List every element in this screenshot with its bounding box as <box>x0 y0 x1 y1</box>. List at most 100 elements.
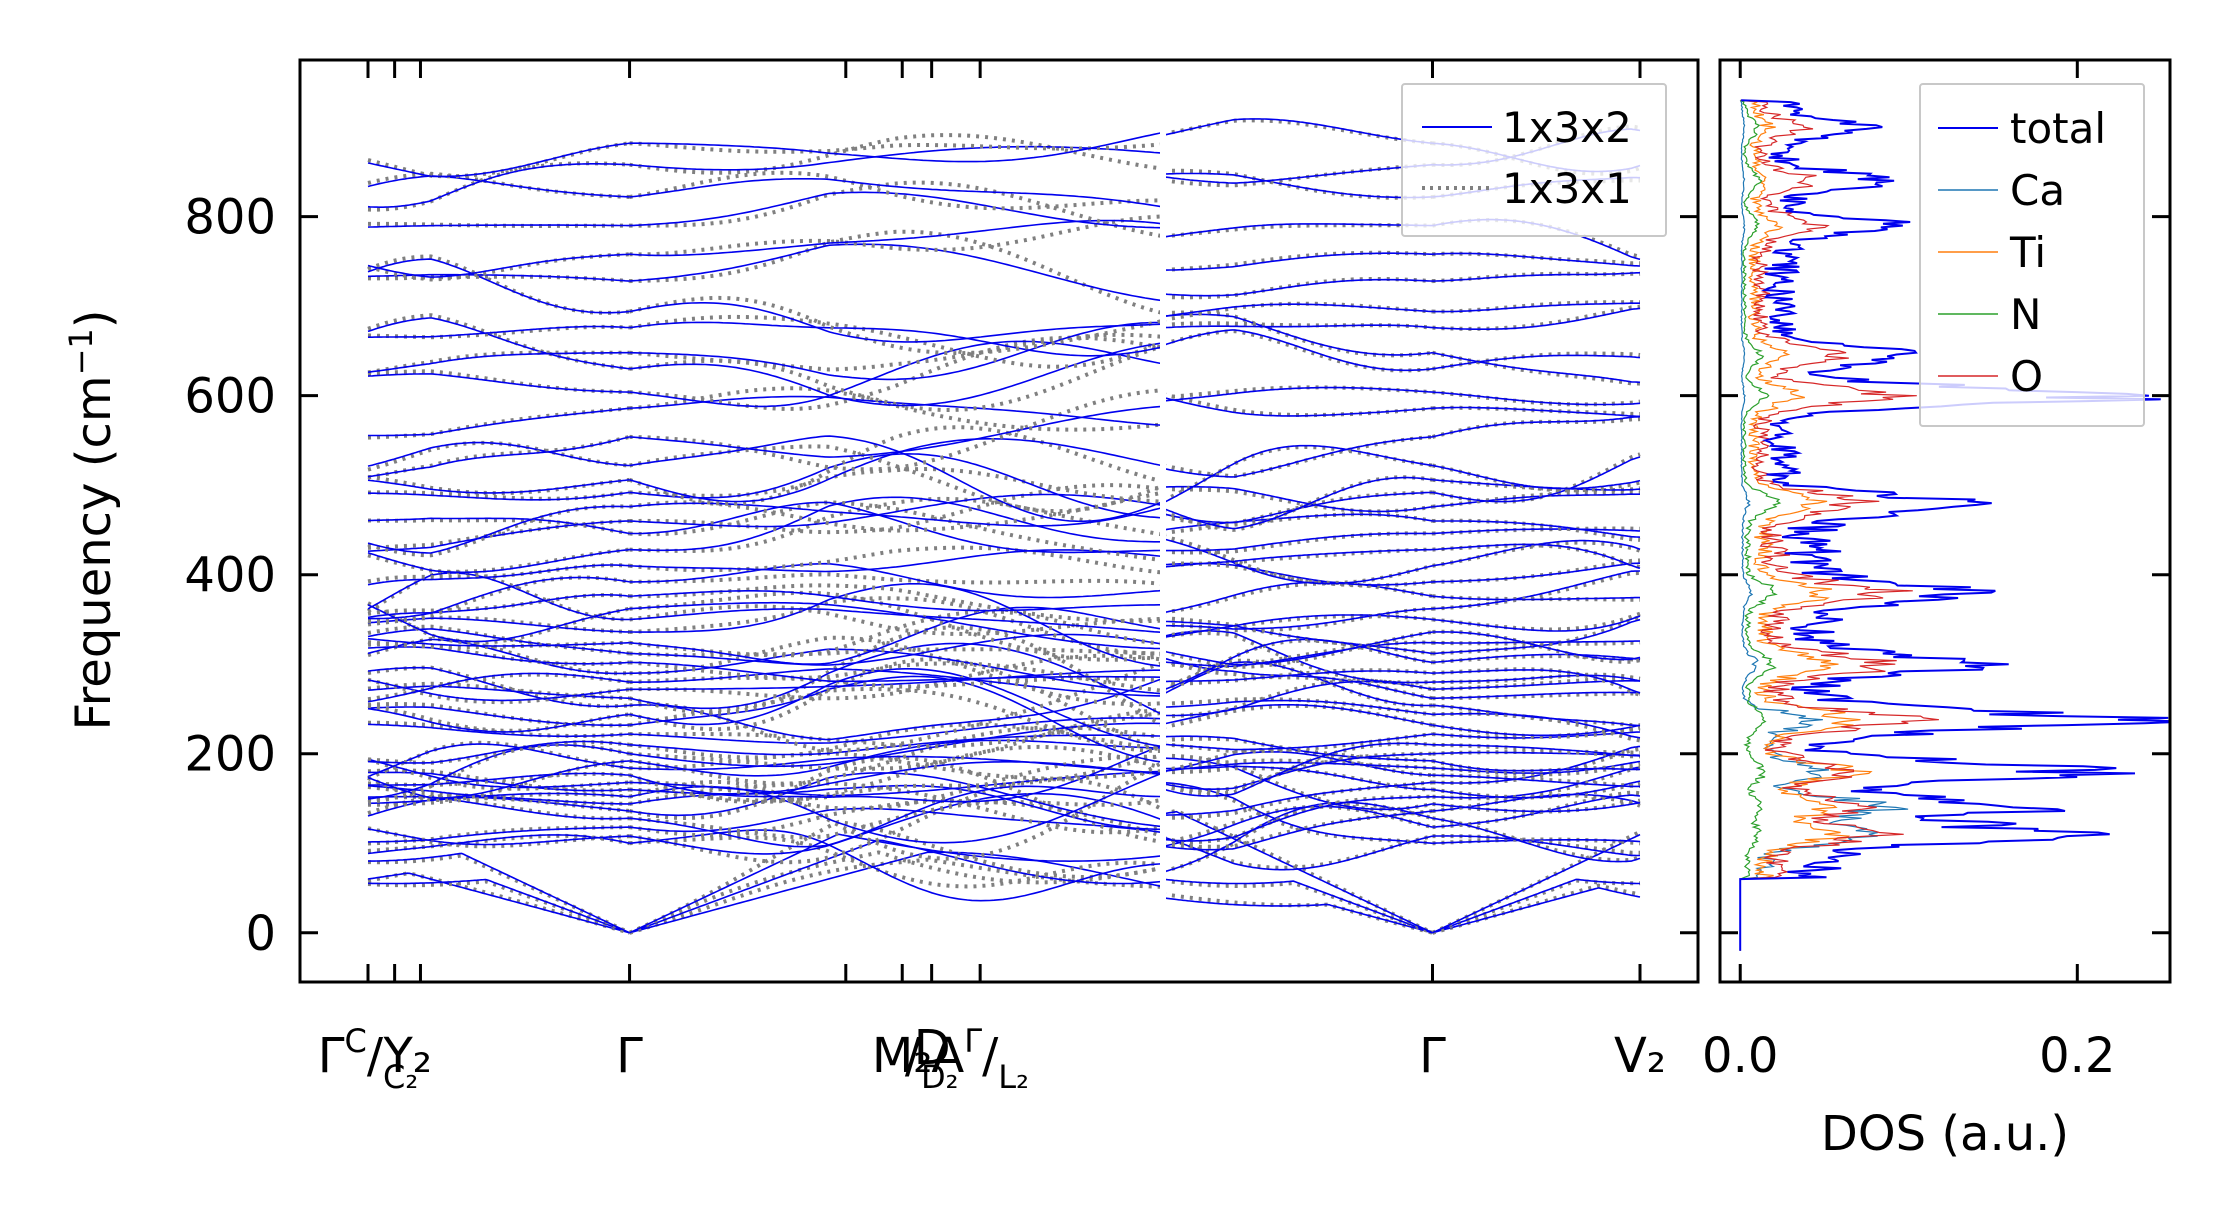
k-point-label: ΓC/C₂ <box>318 1022 418 1096</box>
band-1x3x2-line <box>629 839 1164 934</box>
k-point-label: Y₂ <box>382 1028 432 1084</box>
band-1x3x2-line <box>1162 810 1433 851</box>
band-1x3x2-line <box>629 583 1164 668</box>
band-1x3x2-line <box>367 792 630 805</box>
band-1x3x2-line <box>629 661 1164 683</box>
band-1x3x2-line <box>1432 674 1641 683</box>
band-1x3x2-line <box>1162 752 1433 790</box>
band-1x3x2-line <box>1432 744 1641 757</box>
band-1x3x2-line <box>367 604 630 643</box>
band-1x3x1-line <box>367 171 630 199</box>
band-1x3x2-line <box>1432 595 1641 601</box>
band-1x3x2-line <box>367 594 630 619</box>
band-1x3x2-line <box>629 785 1164 848</box>
band-1x3x2-line <box>367 685 630 699</box>
band-1x3x1-line <box>1432 773 1641 788</box>
band-1x3x1-line <box>1432 798 1641 814</box>
band-1x3x1-line <box>1162 751 1433 793</box>
band-1x3x1-line <box>1432 781 1641 800</box>
band-1x3x1-line <box>1432 526 1640 536</box>
band-1x3x2-line <box>629 493 1164 528</box>
band-1x3x2-line <box>629 807 1164 834</box>
band-1x3x2-line <box>368 878 630 934</box>
band-1x3x2-line <box>629 829 1164 902</box>
band-1x3x2-line <box>1432 520 1641 538</box>
band-1x3x2-line <box>629 722 1164 768</box>
band-1x3x2-line <box>1162 657 1433 699</box>
band-1x3x2-line <box>1162 476 1433 530</box>
band-1x3x1-line <box>1432 691 1641 701</box>
band-1x3x2-line <box>629 648 1164 695</box>
band-1x3x2-line <box>1432 464 1641 490</box>
band-1x3x2-line <box>368 576 630 620</box>
dos-legend-box <box>1919 83 2145 427</box>
band-y-tick-label: 400 <box>184 548 276 604</box>
band-1x3x1-line <box>367 440 630 472</box>
band-1x3x1-line <box>629 500 1164 563</box>
band-1x3x1-line <box>367 547 630 574</box>
band-1x3x1-line <box>629 635 1164 707</box>
dos-lines <box>1739 99 2170 951</box>
band-1x3x2-line <box>1432 669 1641 694</box>
band-1x3x2-line <box>1163 607 1433 630</box>
band-1x3x2-line <box>629 669 1163 691</box>
band-1x3x2-line <box>629 131 1164 163</box>
band-1x3x2-line <box>367 441 630 467</box>
band-1x3x2-line <box>1432 618 1641 655</box>
dos-panel: 0.0 0.2 DOS (a.u.) total Ca Ti N O <box>1702 58 2172 1162</box>
band-1x3x2-line <box>1162 163 1433 184</box>
dos-x-tick-label: 0.2 <box>2039 1028 2115 1084</box>
band-1x3x2-line <box>367 795 630 820</box>
band-1x3x1-line <box>367 879 631 935</box>
k-point-label: /D₂ <box>905 1028 959 1096</box>
band-y-ticks: 0 200 400 600 800 <box>184 190 1698 962</box>
band-1x3x2-line <box>367 572 630 621</box>
band-1x3x2-line <box>367 317 630 370</box>
band-1x3x2-line <box>367 740 630 764</box>
band-1x3x2-line <box>367 707 630 733</box>
band-1x3x2-line <box>367 373 630 393</box>
band-1x3x1-line <box>367 254 630 315</box>
band-1x3x2-line <box>629 851 1164 934</box>
band-1x3x2-line <box>1432 307 1641 330</box>
band-1x3x2-line <box>1432 817 1641 863</box>
band-1x3x2-line <box>1162 444 1433 504</box>
band-y-tick-label: 200 <box>184 727 276 783</box>
band-legend: 1x3x2 1x3x1 <box>1401 83 1667 237</box>
band-1x3x2-line <box>1162 680 1433 717</box>
band-1x3x2-line <box>1162 835 1433 871</box>
band-1x3x2-line <box>629 590 1163 612</box>
band-1x3x1-line <box>1162 878 1434 935</box>
band-1x3x2-line <box>367 758 630 789</box>
band-1x3x2-line <box>1432 653 1641 664</box>
dos-ticks: 0.0 0.2 <box>1702 60 2170 1084</box>
band-1x3x2-line <box>629 668 1164 697</box>
band-1x3x1-line <box>1432 594 1640 602</box>
band-1x3x2-line <box>1432 456 1641 503</box>
band-1x3x2-line <box>629 438 1164 503</box>
band-y-tick-label: 800 <box>184 190 276 246</box>
band-1x3x2-line <box>1162 223 1433 238</box>
band-plot-frame <box>298 58 1700 984</box>
band-1x3x2-line <box>1432 724 1641 737</box>
band-1x3x2-line <box>367 520 630 552</box>
band-1x3x1-line <box>1432 518 1641 542</box>
band-1x3x1-line <box>1162 630 1433 685</box>
band-1x3x1-line <box>1162 753 1433 812</box>
band-1x3x2-line <box>629 501 1164 554</box>
band-1x3x2-line <box>629 770 1164 797</box>
band-1x3x2-line <box>1162 538 1433 585</box>
band-1x3x2-line <box>1432 406 1641 418</box>
band-1x3x1-line <box>1432 571 1640 611</box>
band-1x3x2-line <box>629 502 1164 527</box>
band-1x3x1-line <box>629 657 1164 753</box>
band-y-tick-label: 600 <box>184 369 276 425</box>
band-1x3x2-line <box>1162 581 1433 614</box>
band-1x3x2-line <box>368 772 630 786</box>
band-1x3x2-line <box>1432 887 1641 934</box>
band-1x3x1-line <box>1163 678 1433 719</box>
band-1x3x2-line <box>1432 615 1641 632</box>
band-1x3x2-line <box>1162 641 1433 668</box>
